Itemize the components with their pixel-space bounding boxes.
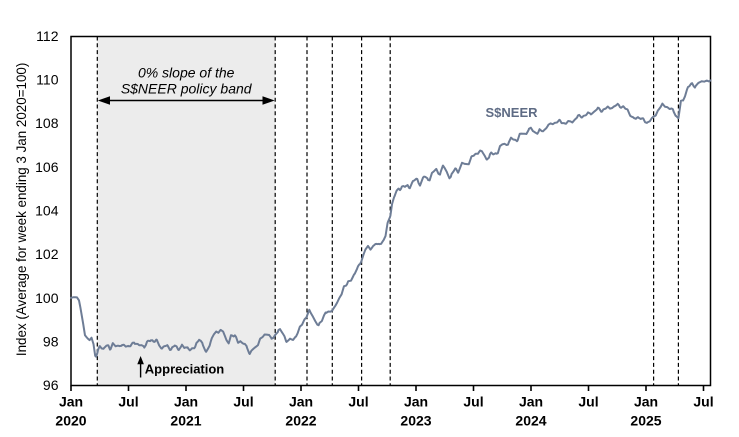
svg-text:Appreciation: Appreciation xyxy=(145,362,225,377)
svg-text:Jan: Jan xyxy=(519,394,543,410)
svg-text:106: 106 xyxy=(35,159,59,175)
svg-text:102: 102 xyxy=(35,246,59,262)
svg-text:108: 108 xyxy=(35,115,59,131)
svg-text:2023: 2023 xyxy=(400,413,431,429)
svg-text:2022: 2022 xyxy=(285,413,316,429)
svg-text:Jul: Jul xyxy=(118,394,138,410)
svg-text:Jan: Jan xyxy=(289,394,313,410)
svg-text:2024: 2024 xyxy=(515,413,546,429)
svg-text:0% slope of the: 0% slope of the xyxy=(138,65,235,81)
svg-text:Jan: Jan xyxy=(634,394,658,410)
svg-text:Jul: Jul xyxy=(463,394,483,410)
svg-text:2020: 2020 xyxy=(55,413,86,429)
svg-text:Jul: Jul xyxy=(578,394,598,410)
svg-text:S$NEER: S$NEER xyxy=(486,105,539,120)
svg-text:100: 100 xyxy=(35,290,59,306)
svg-text:Jul: Jul xyxy=(348,394,368,410)
svg-text:Jan: Jan xyxy=(174,394,198,410)
svg-text:98: 98 xyxy=(43,333,59,349)
svg-text:Index (Average for week ending: Index (Average for week ending 3 Jan 202… xyxy=(14,63,29,356)
svg-text:Jul: Jul xyxy=(233,394,253,410)
svg-text:96: 96 xyxy=(43,377,59,393)
svg-text:Jul: Jul xyxy=(693,394,713,410)
svg-text:S$NEER policy band: S$NEER policy band xyxy=(121,81,253,97)
svg-text:Jan: Jan xyxy=(404,394,428,410)
svg-text:Jan: Jan xyxy=(59,394,83,410)
svg-text:104: 104 xyxy=(35,203,59,219)
svg-text:110: 110 xyxy=(36,72,59,88)
svg-text:2021: 2021 xyxy=(170,413,201,429)
svg-text:2025: 2025 xyxy=(630,413,661,429)
svg-text:112: 112 xyxy=(36,28,59,44)
